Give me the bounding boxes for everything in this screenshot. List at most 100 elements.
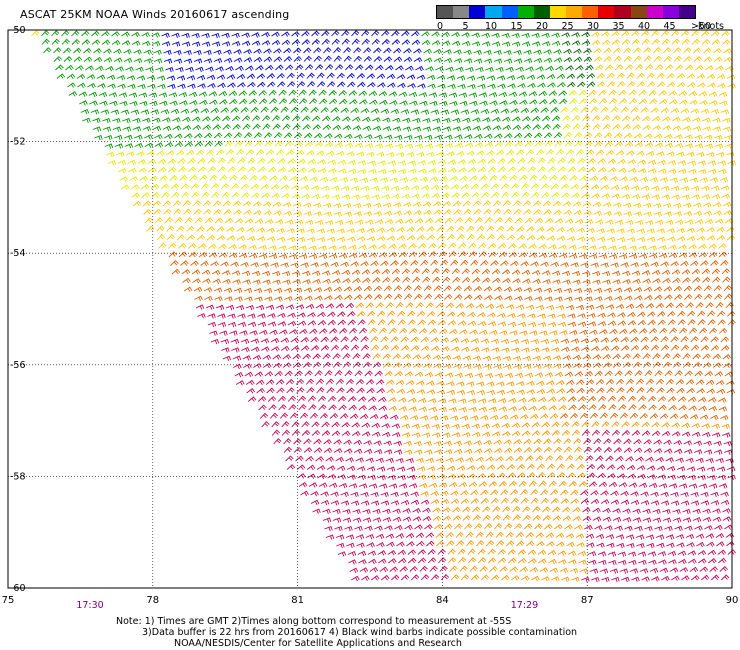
wind-barb — [366, 387, 375, 394]
wind-barb — [440, 574, 450, 581]
wind-barb — [472, 117, 481, 123]
wind-barb — [583, 56, 593, 62]
wind-barb — [276, 236, 286, 242]
wind-barb — [682, 125, 692, 132]
wind-barb — [353, 439, 362, 446]
wind-barb — [545, 65, 554, 72]
wind-barb — [406, 541, 415, 547]
wind-barb — [624, 132, 633, 139]
wind-barb — [708, 168, 717, 175]
wind-barb — [588, 481, 598, 487]
wind-barb — [474, 133, 483, 140]
wind-barb — [382, 126, 392, 132]
wind-barb — [303, 211, 312, 217]
wind-barb — [417, 557, 427, 564]
wind-barb — [308, 89, 317, 96]
wind-barb — [218, 90, 228, 97]
wind-barb — [233, 287, 243, 294]
wind-barb — [250, 262, 259, 268]
wind-barb — [689, 177, 699, 183]
wind-barb — [411, 39, 421, 45]
wind-barb — [378, 252, 388, 258]
wind-barb — [375, 533, 385, 540]
wind-barb — [685, 457, 694, 463]
wind-barb — [315, 64, 324, 71]
wind-barb — [492, 125, 502, 131]
wind-barb — [137, 159, 147, 165]
wind-barb — [670, 491, 679, 498]
wind-barb — [539, 98, 548, 105]
wind-barb — [655, 64, 664, 71]
wind-barb — [545, 305, 555, 311]
wind-barb — [647, 311, 656, 317]
wind-barb — [93, 56, 103, 63]
wind-barb — [651, 269, 661, 276]
wind-barb — [401, 185, 410, 191]
legend-tick-label: 5 — [462, 21, 469, 32]
wind-barb — [568, 90, 577, 96]
wind-barb — [548, 558, 557, 565]
wind-barb — [390, 108, 400, 115]
wind-barb — [622, 278, 631, 285]
wind-barb — [385, 64, 394, 71]
wind-barb — [193, 286, 203, 293]
wind-barb — [669, 413, 679, 419]
wind-barb — [334, 370, 343, 377]
wind-barb — [683, 285, 693, 292]
wind-barb — [650, 344, 660, 351]
wind-barb — [602, 123, 611, 130]
wind-barb — [411, 432, 421, 438]
wind-barb — [136, 151, 145, 157]
wind-barb — [574, 218, 584, 225]
wind-barb — [163, 58, 173, 64]
wind-barb — [297, 473, 306, 479]
wind-barb — [656, 236, 666, 242]
wind-barb — [442, 117, 451, 124]
wind-barb — [523, 287, 533, 293]
wind-barb — [185, 66, 194, 73]
wind-barb — [549, 174, 558, 181]
wind-barb — [420, 499, 430, 505]
wind-barb — [78, 91, 88, 97]
wind-barb — [222, 200, 232, 207]
wind-barb — [690, 336, 699, 343]
wind-barb — [477, 166, 487, 173]
wind-barb — [453, 208, 462, 215]
wind-barb — [268, 404, 277, 411]
wind-barb — [667, 474, 676, 480]
wind-barb — [705, 302, 714, 309]
wind-barb — [193, 58, 203, 64]
wind-barb — [645, 378, 655, 385]
wind-barb — [437, 557, 447, 564]
wind-barb — [366, 542, 375, 548]
wind-barb — [688, 252, 698, 258]
wind-barb — [266, 387, 275, 394]
wind-barb — [197, 83, 206, 89]
wind-barb — [641, 430, 651, 436]
wind-barb — [523, 132, 533, 139]
wind-barb — [502, 277, 511, 284]
wind-barb — [237, 82, 246, 88]
wind-barb — [462, 514, 471, 521]
wind-barb — [311, 429, 321, 436]
wind-barb — [685, 64, 694, 71]
wind-barb — [332, 517, 342, 523]
wind-barb — [346, 151, 355, 157]
wind-barb — [420, 491, 429, 497]
wind-barb — [458, 398, 467, 404]
wind-barb — [590, 106, 599, 113]
wind-barb — [589, 175, 598, 181]
wind-barb — [162, 117, 171, 123]
wind-barb — [241, 347, 250, 353]
wind-barb — [133, 49, 142, 55]
wind-barb — [641, 185, 650, 191]
wind-barb — [361, 431, 371, 437]
wind-barb — [371, 575, 380, 581]
wind-barb — [263, 210, 272, 216]
wind-barb — [86, 74, 96, 80]
wind-barb — [221, 41, 231, 47]
wind-barb — [558, 480, 567, 487]
wind-barb — [595, 149, 605, 156]
wind-barb — [288, 254, 298, 260]
wind-barb — [535, 149, 545, 156]
